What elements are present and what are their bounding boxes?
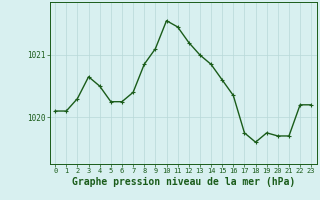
X-axis label: Graphe pression niveau de la mer (hPa): Graphe pression niveau de la mer (hPa): [72, 177, 295, 187]
